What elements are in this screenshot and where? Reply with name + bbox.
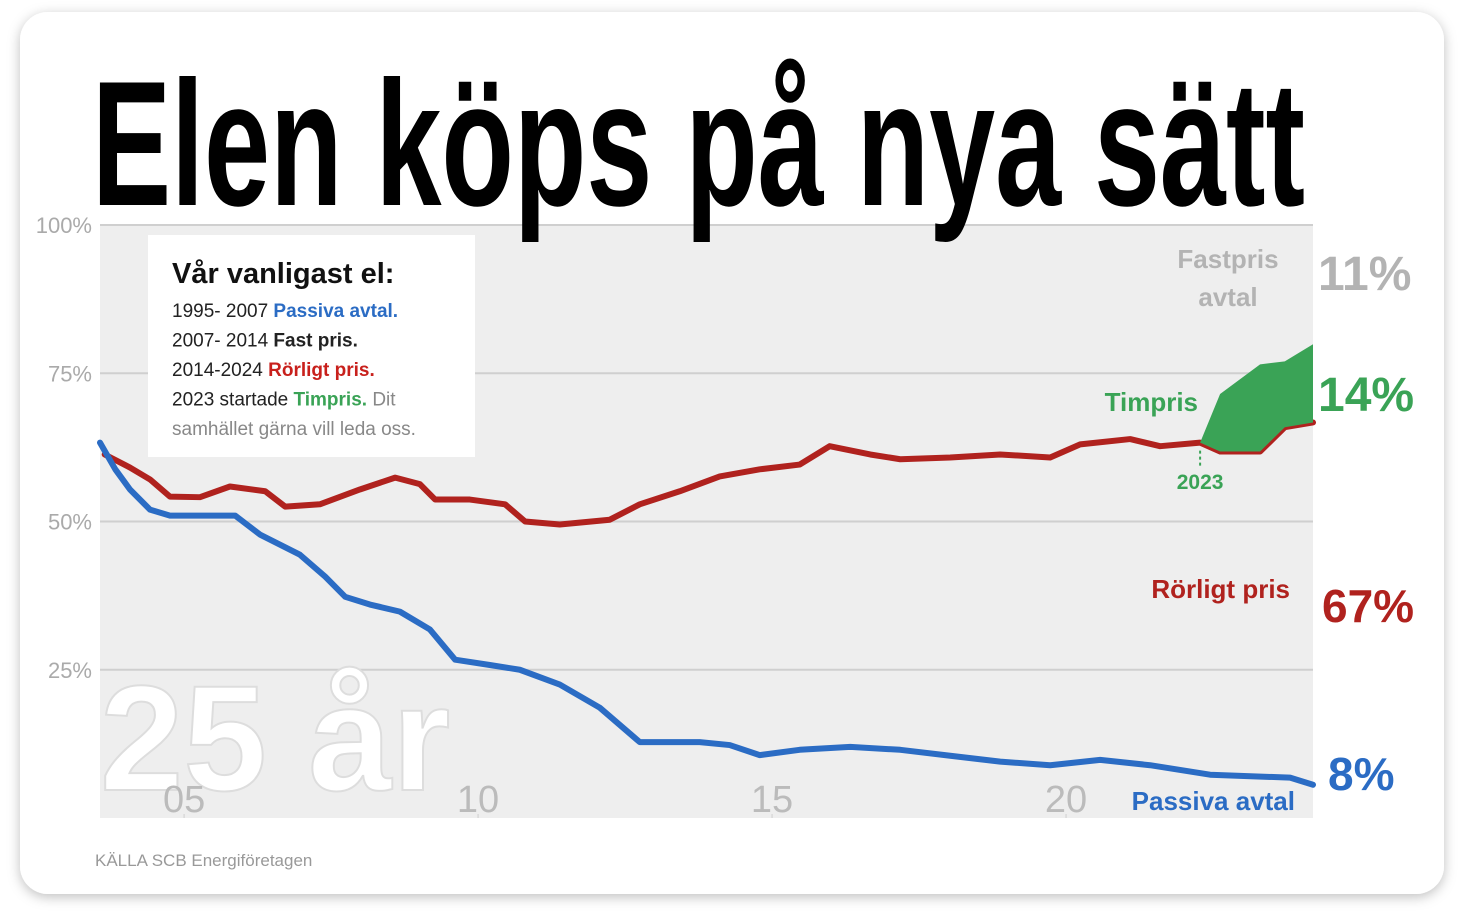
note-line: 2007- 2014 Fast pris. (172, 331, 358, 352)
x-tick-label: 05 (163, 779, 205, 821)
note-segment: 2007- 2014 (172, 331, 273, 352)
end-value-label: 14% (1318, 369, 1414, 422)
note-segment: Rörligt pris. (268, 360, 375, 381)
note-line: 2023 startade Timpris. Dit (172, 390, 396, 411)
watermark: 25 år (100, 654, 450, 822)
note-box: Vår vanligast el: 1995- 2007 Passiva avta… (148, 235, 475, 457)
note-segment: samhället gärna vill leda oss. (172, 419, 416, 440)
note-segment: Dit (367, 390, 396, 411)
fixed-price-label: avtal (1198, 282, 1257, 312)
note-segment: Fast pris. (273, 331, 357, 352)
chart-title: Elen köps på nya sätt (92, 44, 1305, 243)
marks (97, 344, 1316, 788)
series-label: Timpris (1105, 387, 1198, 417)
line (101, 419, 1316, 528)
note-segment: 1995- 2007 (172, 301, 273, 322)
note-segment: 2014-2024 (172, 360, 268, 381)
note-segment: Timpris. (293, 390, 367, 411)
y-tick-label: 25% (48, 658, 92, 683)
y-tick-label: 75% (48, 361, 92, 386)
series-label: Passiva avtal (1132, 786, 1295, 816)
y-tick-label: 50% (48, 510, 92, 535)
note-segment: 2023 startade (172, 390, 293, 411)
note-background (148, 235, 475, 457)
end-value-label: 11% (1318, 248, 1411, 301)
line (97, 439, 1316, 788)
end-value-label: 67% (1322, 580, 1414, 632)
source: KÄLLA SCB Energiföretagen (95, 851, 312, 870)
y-tick-label: 100% (36, 213, 92, 238)
note-title: Vår vanligast el: (172, 258, 394, 290)
area (1200, 344, 1313, 452)
x-tick-label: 10 (457, 779, 499, 821)
note-segment: Passiva avtal. (273, 301, 398, 322)
note-line: samhället gärna vill leda oss. (172, 419, 416, 440)
fixed-price-label: Fastpris (1177, 244, 1278, 274)
series-label: Rörligt pris (1151, 574, 1290, 604)
end-value-label: 8% (1328, 748, 1394, 800)
x-tick-label: 20 (1045, 779, 1087, 821)
note-line: 1995- 2007 Passiva avtal. (172, 301, 398, 322)
marker-label: 2023 (1177, 471, 1224, 494)
x-tick-label: 15 (751, 779, 793, 821)
note-line: 2014-2024 Rörligt pris. (172, 360, 375, 381)
